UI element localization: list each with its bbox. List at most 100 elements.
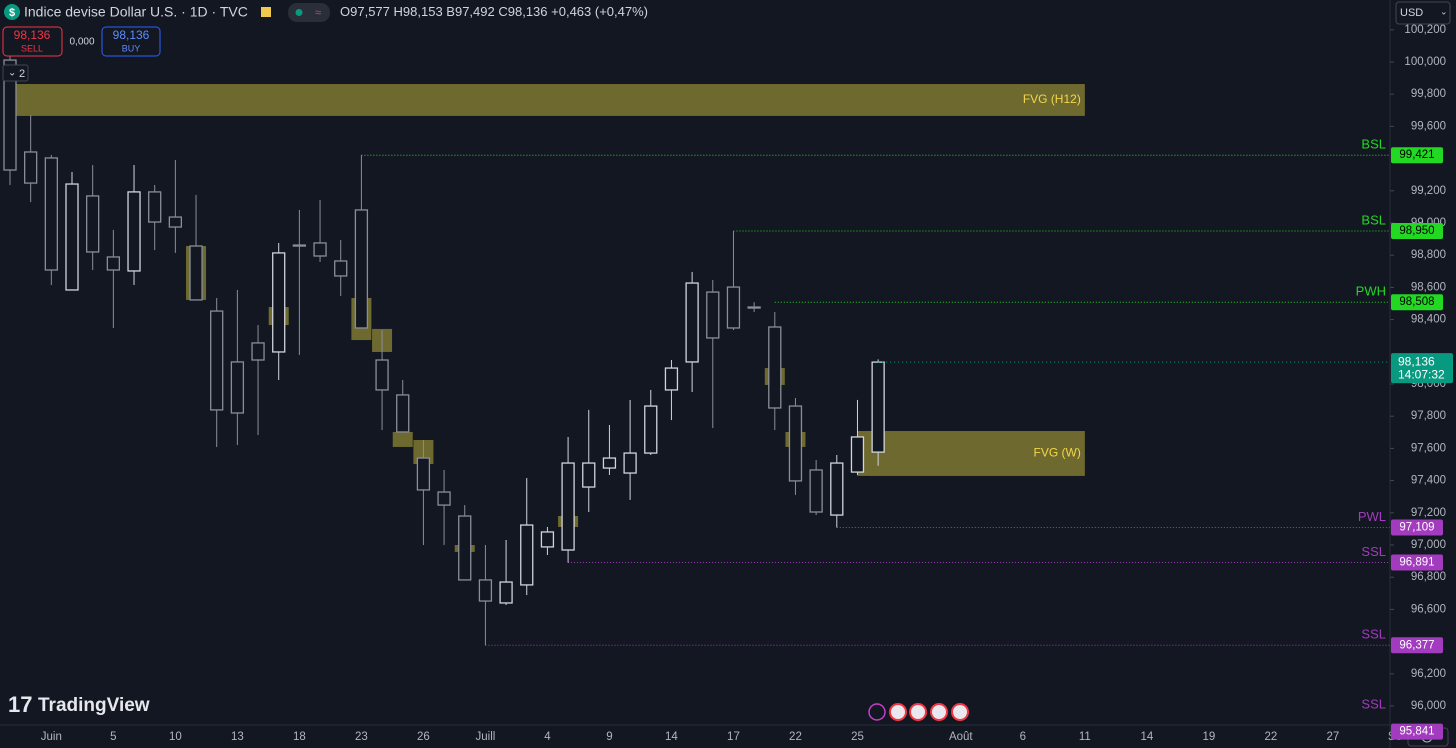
candle-body	[396, 394, 410, 433]
ohlc-value: 97,492	[455, 4, 495, 19]
event-icons[interactable]	[868, 703, 969, 721]
candle-body	[292, 244, 307, 247]
symbol-icon[interactable]	[4, 4, 20, 20]
buy-button[interactable]	[101, 26, 161, 57]
y-tick-label: 97,400	[1411, 475, 1446, 487]
plot-area: FVG (H12) FVG (W)	[3, 39, 1390, 646]
level-tag	[1391, 223, 1443, 240]
fvg-label: FVG (H12)	[1023, 92, 1081, 106]
y-tick-label: 97,000	[1411, 539, 1446, 551]
indicator-count: 2	[19, 68, 25, 80]
currency-select[interactable]	[1395, 1, 1451, 25]
event-icon[interactable]	[909, 703, 927, 721]
fvg-zone	[392, 431, 413, 447]
candle-body	[458, 515, 472, 581]
x-tick-label: 4	[544, 731, 551, 743]
x-tick-label: 26	[417, 731, 430, 743]
sell-label: SELL	[21, 43, 43, 53]
level-tag	[1391, 723, 1443, 740]
last-price-label: 98,136	[1398, 354, 1435, 368]
level-label: PWL	[1358, 509, 1386, 524]
ohlc-line: O97,577 H98,153 B97,492 C98,136 +0,463 (…	[340, 4, 648, 19]
x-tick-label: 22	[789, 731, 802, 743]
y-tick-label: 99,200	[1411, 185, 1446, 197]
flag-icon[interactable]	[261, 7, 271, 17]
sell-price: 98,136	[14, 28, 51, 42]
candle-body	[168, 216, 183, 228]
level-label: SSL	[1361, 627, 1386, 642]
countdown: 14:07:32	[1398, 367, 1445, 381]
level-tag	[1391, 294, 1443, 311]
x-tick-label: 27	[1326, 731, 1339, 743]
y-tick-label: 100,000	[1404, 56, 1446, 68]
y-tick-label: 97,200	[1411, 507, 1446, 519]
y-tick-label: 99,600	[1411, 120, 1446, 132]
y-tick-label: 100,200	[1404, 24, 1446, 36]
level-tag-label: 98,950	[1399, 225, 1434, 237]
x-tick-label: Août	[949, 731, 973, 743]
level-label: SSL	[1361, 696, 1386, 711]
level-tag-label: 98,508	[1399, 296, 1434, 308]
x-tick-label: 22	[1264, 731, 1277, 743]
y-tick-label: 98,800	[1411, 249, 1446, 261]
level-label: PWH	[1356, 284, 1386, 299]
candle-body	[499, 581, 513, 604]
ohlc-value: 98,136	[508, 4, 548, 19]
candle-body	[809, 469, 823, 513]
event-icon[interactable]	[889, 703, 907, 721]
currency: USD	[1400, 7, 1423, 19]
candle-body	[871, 361, 885, 453]
fvg-label: FVG (W)	[1034, 446, 1081, 460]
ohlc-key: C	[498, 4, 507, 19]
sell-button[interactable]	[2, 26, 63, 57]
chevron: ⌄	[8, 68, 16, 79]
candle-body	[850, 436, 865, 473]
candle-body	[127, 191, 141, 272]
level-tag-label: 97,109	[1399, 521, 1434, 533]
candle-body	[189, 245, 203, 301]
level-tag	[1391, 147, 1443, 164]
x-tick-label: 14	[1140, 731, 1153, 743]
event-icon[interactable]	[951, 703, 969, 721]
ohlc-key: H	[394, 4, 403, 19]
candle-body	[623, 452, 637, 474]
candle-body	[685, 282, 699, 363]
event-icon[interactable]	[868, 703, 886, 721]
x-tick-label: 6	[1020, 731, 1026, 743]
x-tick-label: 19	[1202, 731, 1215, 743]
indicators-toggle[interactable]	[2, 64, 29, 82]
status-pill[interactable]	[288, 3, 330, 22]
candle-body	[416, 457, 431, 491]
candle-body	[375, 359, 389, 391]
candle-body	[788, 405, 803, 482]
buy-label: BUY	[122, 43, 141, 53]
level-tag-label: 96,377	[1399, 639, 1434, 651]
candle-body	[768, 326, 782, 409]
candle-body	[520, 524, 534, 586]
logo-mark: 17	[8, 692, 32, 717]
event-icon[interactable]	[930, 703, 948, 721]
last-price-tag	[1391, 353, 1453, 384]
candle-body	[230, 361, 245, 414]
ohlc-value: 98,153	[403, 4, 443, 19]
level-label: BSL	[1361, 212, 1386, 227]
x-tick-label: 25	[851, 731, 864, 743]
ohlc-key: O	[340, 4, 350, 19]
x-tick-label: Juin	[41, 731, 62, 743]
candle-body	[664, 367, 679, 391]
candle-body	[706, 291, 720, 339]
buy-price: 98,136	[113, 28, 150, 42]
x-tick-label: 13	[231, 731, 244, 743]
symbol-title[interactable]: Indice devise Dollar U.S. · 1D · TVC	[24, 4, 248, 20]
fvg-zone	[10, 84, 1085, 116]
y-tick-label: 99,800	[1411, 88, 1446, 100]
logo[interactable]: TradingView	[38, 695, 150, 716]
candle-body	[148, 191, 162, 223]
x-tick-label: 18	[293, 731, 306, 743]
candle-body	[334, 260, 348, 277]
x-tick-label: 23	[355, 731, 368, 743]
x-tick-label: 11	[1079, 731, 1091, 743]
candle-body	[44, 157, 58, 271]
status-dot	[295, 9, 303, 16]
